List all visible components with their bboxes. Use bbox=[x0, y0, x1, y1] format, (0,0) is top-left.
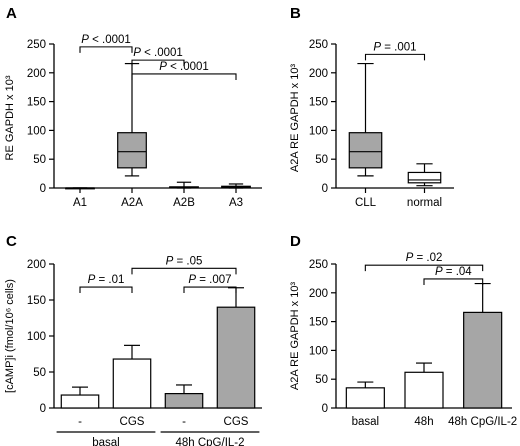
panel-d-bar-1 bbox=[404, 371, 444, 409]
panel-c-y-tick-label-0: 0 bbox=[40, 403, 46, 415]
panel-letter-d: D bbox=[290, 233, 301, 250]
panel-a-x-tick-label-3: A3 bbox=[229, 197, 243, 209]
y-axis-label-b: A2A RE GAPDH x 10³ bbox=[289, 64, 301, 173]
panel-c-p-value-2: P = .05 bbox=[166, 255, 203, 267]
panel-d-p-value-0: P = .04 bbox=[435, 266, 472, 278]
panel-a-y-tick-label-2: 100 bbox=[27, 125, 46, 137]
panel-d-bar-0 bbox=[345, 387, 385, 409]
panel-b-x-tick-label-0: CLL bbox=[355, 197, 377, 209]
panel-a-x-tick-label-2: A2B bbox=[173, 197, 195, 209]
panel-d-bar-2 bbox=[463, 311, 503, 409]
panel-letter-a: A bbox=[6, 5, 17, 22]
y-axis-label-d: A2A RE GAPDH x 10³ bbox=[289, 282, 301, 391]
y-axis-label-c: [cAMP]i (fmol/10⁶ cells) bbox=[4, 279, 16, 393]
panel-b-y-tick-label-5: 250 bbox=[309, 39, 328, 51]
panel-a-y-tick-label-0: 0 bbox=[40, 183, 46, 195]
panel-c-bar-1 bbox=[112, 358, 152, 409]
panel-c-y-tick-label-4: 200 bbox=[27, 259, 46, 271]
panel-a-box-1 bbox=[117, 132, 147, 169]
panel-d-bracket-0 bbox=[423, 278, 484, 285]
panel-b-y-tick-label-2: 100 bbox=[309, 125, 328, 137]
panel-d-x-tick-label-0: basal bbox=[352, 416, 380, 428]
panel-c-group-label-1: 48h CpG/IL-2 bbox=[175, 437, 244, 446]
panel-d-y-tick-label-0: 0 bbox=[322, 403, 328, 415]
panel-a-p-value-2: P < .0001 bbox=[159, 61, 209, 73]
panel-b-box-plot: 0 50 100 150 200 250 CLL normal P = .001 bbox=[309, 39, 454, 209]
panel-a-y-tick-label-5: 250 bbox=[27, 39, 46, 51]
panel-a-p-value-0: P < .0001 bbox=[81, 34, 131, 46]
panel-c-p-value-1: P = .007 bbox=[188, 274, 231, 286]
panel-d-bracket-1 bbox=[364, 264, 484, 272]
panel-d-y-tick-label-3: 150 bbox=[309, 317, 328, 329]
panel-b-box-0 bbox=[348, 132, 383, 169]
panel-c-y-tick-label-2: 100 bbox=[27, 331, 46, 343]
panel-d-y-tick-label-5: 250 bbox=[309, 259, 328, 271]
panel-d-bar-chart: 0 50 100 150 200 250 basal 48h 48h CpG/IL-2 P = .… bbox=[309, 252, 517, 428]
panel-d-y-tick-label-2: 100 bbox=[309, 345, 328, 357]
panel-a-bracket-0 bbox=[79, 46, 133, 53]
panel-b-y-tick-label-4: 200 bbox=[309, 68, 328, 80]
panel-d-x-tick-label-1: 48h bbox=[414, 416, 433, 428]
panel-a-bracket-2 bbox=[131, 73, 237, 80]
panel-c-bracket-0 bbox=[79, 286, 133, 294]
panel-a-y-tick-label-1: 50 bbox=[33, 154, 46, 166]
panel-c-x-tick-label-0: - bbox=[78, 416, 82, 428]
panel-a-x-tick-label-0: A1 bbox=[73, 197, 87, 209]
panel-c-p-value-0: P = .01 bbox=[88, 274, 125, 286]
panel-b-bracket-0 bbox=[364, 53, 426, 61]
panel-d-x-tick-label-2: 48h CpG/IL-2 bbox=[448, 416, 517, 428]
panel-b-y-tick-label-1: 50 bbox=[315, 154, 328, 166]
panel-d-y-tick-label-4: 200 bbox=[309, 288, 328, 300]
panel-b-box-1 bbox=[407, 171, 442, 184]
panel-a-y-tick-label-4: 200 bbox=[27, 68, 46, 80]
panel-c-y-tick-label-3: 150 bbox=[27, 295, 46, 307]
panel-c-bracket-2 bbox=[131, 267, 237, 275]
panel-b-x-tick-label-1: normal bbox=[407, 197, 442, 209]
panel-c-group-label-0: basal bbox=[92, 437, 120, 446]
panel-c-y-tick-label-1: 50 bbox=[33, 367, 46, 379]
panel-c-bar-3 bbox=[216, 306, 256, 409]
panel-c-x-tick-label-2: - bbox=[182, 416, 186, 428]
panel-c-bracket-1 bbox=[183, 286, 237, 294]
panel-letter-b: B bbox=[290, 5, 301, 22]
panel-a-p-value-1: P < .0001 bbox=[133, 47, 183, 59]
panel-a-y-tick-label-3: 150 bbox=[27, 97, 46, 109]
y-axis-label-a: RE GAPDH x 10³ bbox=[4, 75, 16, 160]
panel-b-y-tick-label-3: 150 bbox=[309, 97, 328, 109]
panel-letter-c: C bbox=[6, 233, 17, 250]
panel-c-bar-0 bbox=[60, 394, 100, 409]
panel-d-p-value-1: P = .02 bbox=[406, 252, 443, 264]
panel-b-y-tick-label-0: 0 bbox=[322, 183, 328, 195]
panel-d-y-tick-label-1: 50 bbox=[315, 374, 328, 386]
panel-c-x-tick-label-1: CGS bbox=[120, 416, 145, 428]
panel-a-x-tick-label-1: A2A bbox=[121, 197, 143, 209]
panel-c-bar-2 bbox=[164, 393, 204, 409]
panel-c-x-tick-label-3: CGS bbox=[224, 416, 249, 428]
panel-a-bracket-1 bbox=[131, 59, 185, 67]
panel-b-p-value-0: P = .001 bbox=[373, 41, 416, 53]
